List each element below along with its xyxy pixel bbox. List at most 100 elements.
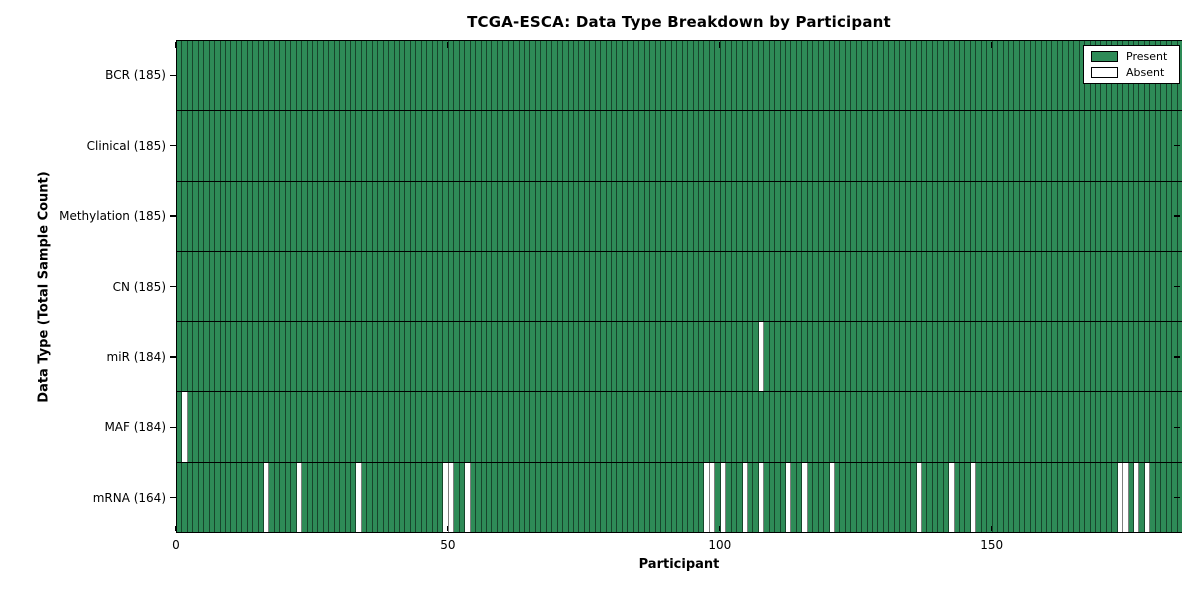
heatmap-cell (862, 462, 868, 532)
heatmap-cell (405, 111, 411, 181)
heatmap-cell (960, 111, 966, 181)
legend-entry-absent: Absent (1091, 67, 1172, 78)
heatmap-cell (954, 251, 960, 322)
heatmap-cell (432, 41, 438, 111)
heatmap-cell (699, 41, 705, 111)
heatmap-cell (1041, 111, 1047, 181)
heatmap-cell (269, 322, 275, 392)
heatmap-cell (1063, 251, 1069, 322)
heatmap-cell (639, 462, 645, 532)
heatmap-cell (476, 111, 482, 181)
heatmap-cell (992, 392, 999, 462)
heatmap-cell (731, 392, 738, 462)
heatmap-cell (334, 181, 341, 251)
heatmap-cell (911, 41, 917, 111)
heatmap-cell (954, 111, 960, 181)
heatmap-cell (1057, 322, 1064, 392)
heatmap-cell (579, 111, 585, 181)
heatmap-cell (780, 251, 786, 322)
heatmap-cell-absent (758, 322, 765, 392)
heatmap-cell (829, 111, 835, 181)
heatmap-cell (361, 251, 368, 322)
heatmap-cell (644, 322, 651, 392)
heatmap-cell (943, 111, 950, 181)
heatmap-cell (416, 251, 422, 322)
heatmap-cell (726, 41, 732, 111)
heatmap-cell (1139, 251, 1145, 322)
heatmap-cell (873, 111, 879, 181)
heatmap-cell (182, 251, 188, 322)
heatmap-cell (998, 322, 1004, 392)
heatmap-cell (829, 41, 835, 111)
heatmap-cell (204, 251, 210, 322)
heatmap-cell (1041, 251, 1047, 322)
heatmap-cell (731, 322, 738, 392)
heatmap-cell (1161, 181, 1167, 251)
heatmap-cell (345, 251, 351, 322)
heatmap-cell (970, 392, 977, 462)
heatmap-cell (617, 392, 623, 462)
heatmap-cell (1128, 251, 1134, 322)
heatmap-cell (1074, 322, 1080, 392)
heatmap-cell (508, 111, 515, 181)
heatmap-row-mrna (177, 462, 1182, 532)
heatmap-cell (546, 251, 553, 322)
heatmap-cell (389, 111, 395, 181)
heatmap-cell (459, 392, 466, 462)
heatmap-cell (546, 41, 553, 111)
heatmap-cell (356, 181, 362, 251)
heatmap-cell (1090, 462, 1096, 532)
y-tick-mark (170, 356, 176, 358)
heatmap-cell (1090, 111, 1096, 181)
heatmap-cell (1036, 392, 1042, 462)
heatmap-cell (563, 251, 569, 322)
heatmap-cell (351, 181, 357, 251)
heatmap-cell (682, 462, 689, 532)
heatmap-cell (552, 111, 558, 181)
heatmap-cell (677, 392, 683, 462)
heatmap-cell (916, 111, 922, 181)
heatmap-cell (644, 251, 651, 322)
heatmap-cell (1166, 392, 1173, 462)
heatmap-cell (796, 322, 803, 392)
heatmap-cell (177, 41, 183, 111)
heatmap-cell (878, 392, 884, 462)
heatmap-cell (182, 322, 188, 392)
heatmap-cell (791, 462, 797, 532)
heatmap-cell (1101, 251, 1107, 322)
heatmap-cell (372, 322, 379, 392)
heatmap-cell (481, 462, 487, 532)
heatmap-cell (497, 322, 504, 392)
heatmap-cell (715, 251, 721, 322)
heatmap-cell (807, 181, 814, 251)
heatmap-cell (394, 111, 400, 181)
heatmap-cell (764, 251, 770, 322)
heatmap-cell (535, 251, 542, 322)
heatmap-cell (726, 322, 732, 392)
x-tick-mark-top (175, 42, 177, 48)
heatmap-cell (856, 181, 863, 251)
heatmap-cell (340, 462, 346, 532)
heatmap-cell (443, 181, 449, 251)
heatmap-cell (927, 41, 933, 111)
heatmap-cell (628, 111, 634, 181)
heatmap-cell (840, 251, 846, 322)
heatmap-cell (900, 322, 906, 392)
heatmap-cell (1144, 392, 1151, 462)
heatmap-cell (1128, 111, 1134, 181)
heatmap-cell (220, 392, 226, 462)
heatmap-cell (1047, 41, 1053, 111)
heatmap-cell (361, 392, 368, 462)
heatmap-cell (943, 41, 950, 111)
heatmap-cell (1106, 322, 1113, 392)
heatmap-cell (253, 111, 259, 181)
heatmap-cell (1095, 181, 1102, 251)
heatmap-cell (911, 392, 917, 462)
heatmap-cell (546, 322, 553, 392)
heatmap-cell (606, 322, 612, 392)
heatmap-cell (660, 251, 667, 322)
heatmap-cell (416, 41, 422, 111)
heatmap-cell (1079, 322, 1086, 392)
heatmap-cell (323, 462, 330, 532)
heatmap-cell (312, 462, 319, 532)
